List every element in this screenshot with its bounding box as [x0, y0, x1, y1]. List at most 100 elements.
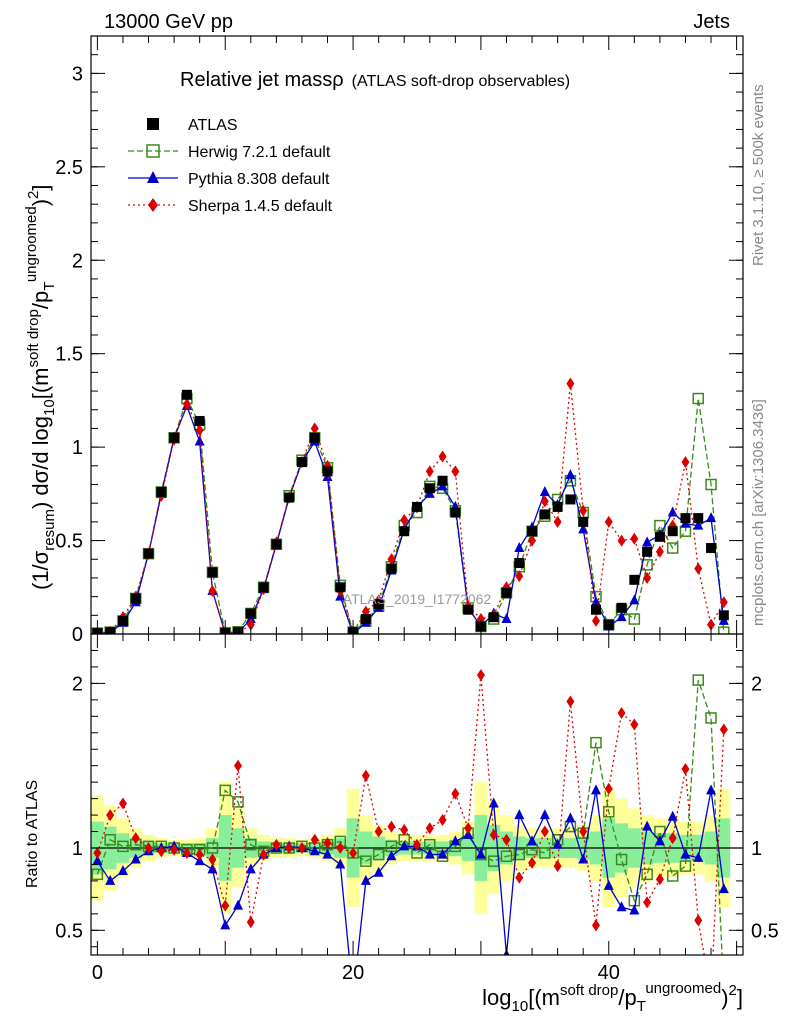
main-point-herwig-45 [666, 542, 679, 554]
ratio-point-herwig-41 [615, 853, 628, 866]
main-point-atlas-12 [245, 608, 256, 619]
ratio-point-sherpa-24 [400, 823, 409, 836]
ratio-point-pythia-36 [552, 838, 563, 849]
ratio-point-sherpa-5 [157, 845, 166, 858]
main-point-pythia-47 [693, 519, 704, 530]
xtick-label-2: 40 [598, 962, 620, 984]
ratio-point-pythia-47 [693, 851, 704, 862]
main-ytick-label-0: 0 [72, 624, 83, 646]
header-right: Jets [693, 11, 730, 33]
ratio-point-herwig-32 [500, 850, 513, 862]
legend-label-2: Pythia 8.308 default [188, 171, 330, 188]
main-point-sherpa-33 [515, 570, 524, 583]
ratio-point-sherpa-41 [617, 707, 626, 720]
main-point-atlas-46 [680, 513, 691, 524]
ratio-point-sherpa-1 [106, 809, 115, 822]
ratio-point-sherpa-22 [374, 825, 383, 838]
ratio-point-sherpa-11 [234, 759, 243, 772]
main-point-pythia-32 [501, 613, 512, 624]
ratio-line-sherpa [96, 675, 725, 955]
ratio-point-pythia-48 [706, 784, 717, 795]
main-series-atlas [92, 389, 729, 634]
title-note: (ATLAS soft-drop observables) [352, 73, 570, 90]
main-point-atlas-18 [322, 466, 333, 477]
ratio-point-pythia-12 [245, 863, 256, 874]
main-point-atlas-11 [233, 627, 244, 634]
legend-marker-2 [147, 171, 159, 183]
mcplots-label: mcplots.cern.ch [arXiv:1306.3436] [750, 399, 767, 626]
main-point-atlas-3 [130, 593, 141, 604]
ratio-point-sherpa-31 [489, 828, 498, 841]
ratio-ytick-label-right-1: 1 [751, 838, 762, 860]
ratio-point-pythia-9 [207, 863, 218, 874]
ratio-point-pythia-2 [117, 865, 128, 876]
main-point-atlas-7 [181, 389, 192, 400]
ratio-point-sherpa-32 [502, 833, 511, 846]
main-point-pythia-43 [642, 536, 653, 547]
main-point-sherpa-47 [694, 562, 703, 575]
main-point-atlas-22 [373, 599, 384, 610]
xlabel: log10[(msoft drop/pTungroomed)2] [482, 980, 743, 1015]
main-point-atlas-32 [501, 587, 512, 598]
ratio-point-herwig-11 [232, 796, 244, 808]
ratio-point-sherpa-36 [553, 860, 562, 873]
ratio-point-pythia-41 [616, 901, 627, 912]
ratio-point-pythia-18 [322, 848, 333, 859]
main-point-sherpa-23 [387, 553, 396, 566]
ratio-plot: 0 20 400.5 0.51 12 2 [55, 36, 779, 984]
main-point-atlas-34 [527, 526, 538, 537]
ratio-point-pythia-22 [373, 866, 384, 877]
ratio-ytick-label-right-0: 0.5 [751, 920, 779, 942]
main-point-sherpa-8 [195, 424, 204, 437]
main-point-pythia-48 [706, 512, 717, 523]
ratio-point-sherpa-34 [528, 856, 537, 869]
main-point-sherpa-27 [438, 450, 447, 463]
ratio-point-sherpa-27 [438, 814, 447, 827]
ratio-point-pythia-42 [629, 904, 640, 915]
ratio-point-pythia-45 [667, 810, 678, 821]
main-ytick-label-1: 0.5 [55, 531, 83, 553]
main-point-pythia-35 [539, 485, 550, 496]
main-ytick-label-2: 1 [72, 437, 83, 459]
ratio-point-herwig-40 [603, 806, 615, 818]
ratio-point-sherpa-25 [413, 838, 421, 851]
main-point-sherpa-48 [707, 618, 716, 631]
legend-entry-sherpa: Sherpa 1.4.5 default [128, 198, 333, 215]
main-point-atlas-25 [412, 501, 422, 512]
main-point-atlas-27 [437, 475, 448, 486]
legend-marker-0 [147, 118, 159, 130]
ratio-point-sherpa-39 [591, 919, 600, 932]
main-point-atlas-42 [629, 574, 640, 585]
main-point-atlas-31 [488, 612, 499, 623]
main-ytick-label-3: 1.5 [55, 344, 83, 366]
legend-entry-herwig: Herwig 7.2.1 default [128, 144, 331, 161]
main-point-atlas-29 [463, 604, 474, 615]
main-point-atlas-35 [539, 509, 550, 520]
main-point-atlas-39 [590, 604, 601, 615]
ratio-point-sherpa-3 [131, 832, 140, 845]
main-point-atlas-43 [642, 546, 653, 557]
legend-label-1: Herwig 7.2.1 default [188, 144, 331, 161]
ratio-point-sherpa-20 [349, 846, 358, 859]
ratio-ytick-label-1: 1 [72, 838, 83, 860]
legend-entry-atlas: ATLAS [147, 117, 238, 134]
main-point-atlas-47 [693, 513, 704, 524]
ratio-point-pythia-27 [437, 848, 448, 859]
legend-marker-1 [146, 144, 160, 158]
ratio-point-sherpa-43 [643, 896, 652, 909]
main-point-atlas-8 [194, 415, 205, 426]
main-point-atlas-44 [654, 531, 665, 542]
main-point-sherpa-44 [655, 545, 664, 558]
ratio-point-pythia-43 [642, 820, 653, 831]
ratio-point-herwig-0 [91, 868, 104, 881]
main-point-sherpa-35 [540, 495, 549, 508]
xaxis: 0 20 40 [92, 36, 738, 984]
ratio-point-pythia-10 [220, 919, 231, 930]
ratio-line-herwig [96, 679, 723, 955]
ratio-point-herwig-10 [219, 784, 231, 797]
main-ytick-label-6: 3 [72, 63, 83, 85]
main-point-sherpa-39 [591, 614, 600, 627]
main-point-atlas-28 [450, 507, 461, 518]
ratio-point-sherpa-30 [476, 669, 485, 682]
